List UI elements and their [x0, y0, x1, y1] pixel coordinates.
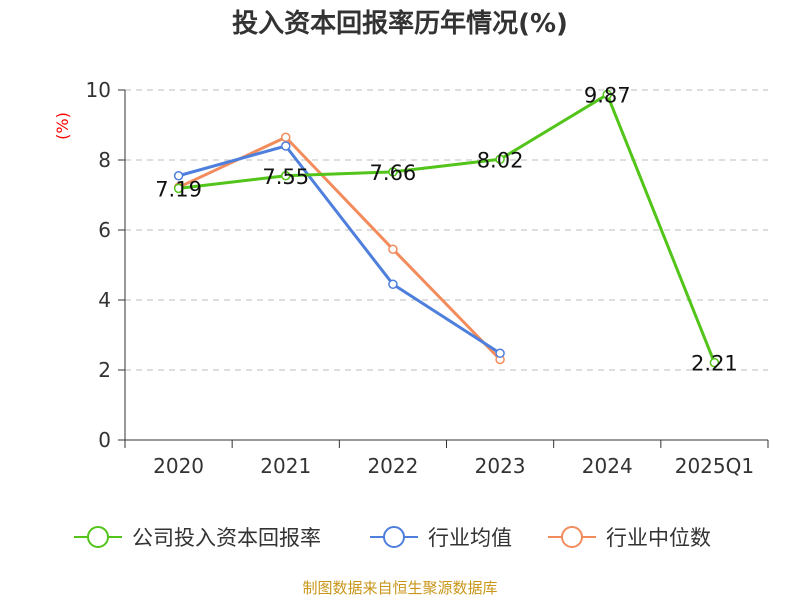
legend-marker [561, 526, 583, 548]
data-point [388, 279, 398, 289]
data-point [388, 244, 398, 254]
series-line [178, 144, 501, 355]
data-label: 7.19 [155, 177, 202, 201]
series-line [178, 93, 716, 364]
x-tick-label: 2023 [475, 454, 526, 478]
series-line [177, 135, 502, 361]
x-tick-label: 2021 [260, 454, 311, 478]
data-point [495, 348, 505, 358]
legend-item[interactable]: 行业中位数 [548, 526, 711, 550]
data-label: 8.02 [477, 148, 524, 172]
legend-item[interactable]: 公司投入资本回报率 [74, 526, 321, 550]
x-tick-label: 2022 [367, 454, 418, 478]
legend-item[interactable]: 行业均值 [370, 526, 512, 550]
data-point [388, 167, 398, 177]
legend-marker [383, 526, 405, 548]
legend-marker [87, 526, 109, 548]
legend-label: 行业中位数 [606, 526, 711, 550]
y-tick-label: 4 [98, 288, 111, 312]
x-tick-label: 2025Q1 [675, 454, 754, 478]
data-label: 9.87 [584, 84, 631, 108]
data-point [281, 171, 291, 181]
data-label: 2.21 [691, 352, 738, 376]
data-point [495, 154, 505, 165]
data-point [602, 89, 612, 100]
legend-label: 行业均值 [428, 526, 512, 550]
legend-label: 公司投入资本回报率 [132, 526, 321, 550]
y-axis-label: (%) [53, 112, 72, 140]
data-label: 7.66 [370, 161, 417, 185]
data-point [173, 171, 184, 181]
data-label: 7.55 [262, 165, 309, 189]
y-tick-label: 6 [98, 218, 111, 242]
y-tick-label: 10 [86, 78, 111, 102]
data-point [281, 132, 291, 142]
chart-title: 投入资本回报率历年情况(%) [232, 8, 568, 39]
data-point [281, 141, 291, 151]
data-point [173, 183, 184, 194]
x-tick-label: 2020 [153, 454, 204, 478]
source-note: 制图数据来自恒生聚源数据库 [302, 579, 497, 597]
y-tick-label: 2 [98, 358, 111, 382]
data-point [709, 357, 720, 368]
y-tick-label: 0 [98, 428, 111, 452]
y-tick-label: 8 [98, 148, 111, 172]
x-tick-label: 2024 [582, 454, 633, 478]
